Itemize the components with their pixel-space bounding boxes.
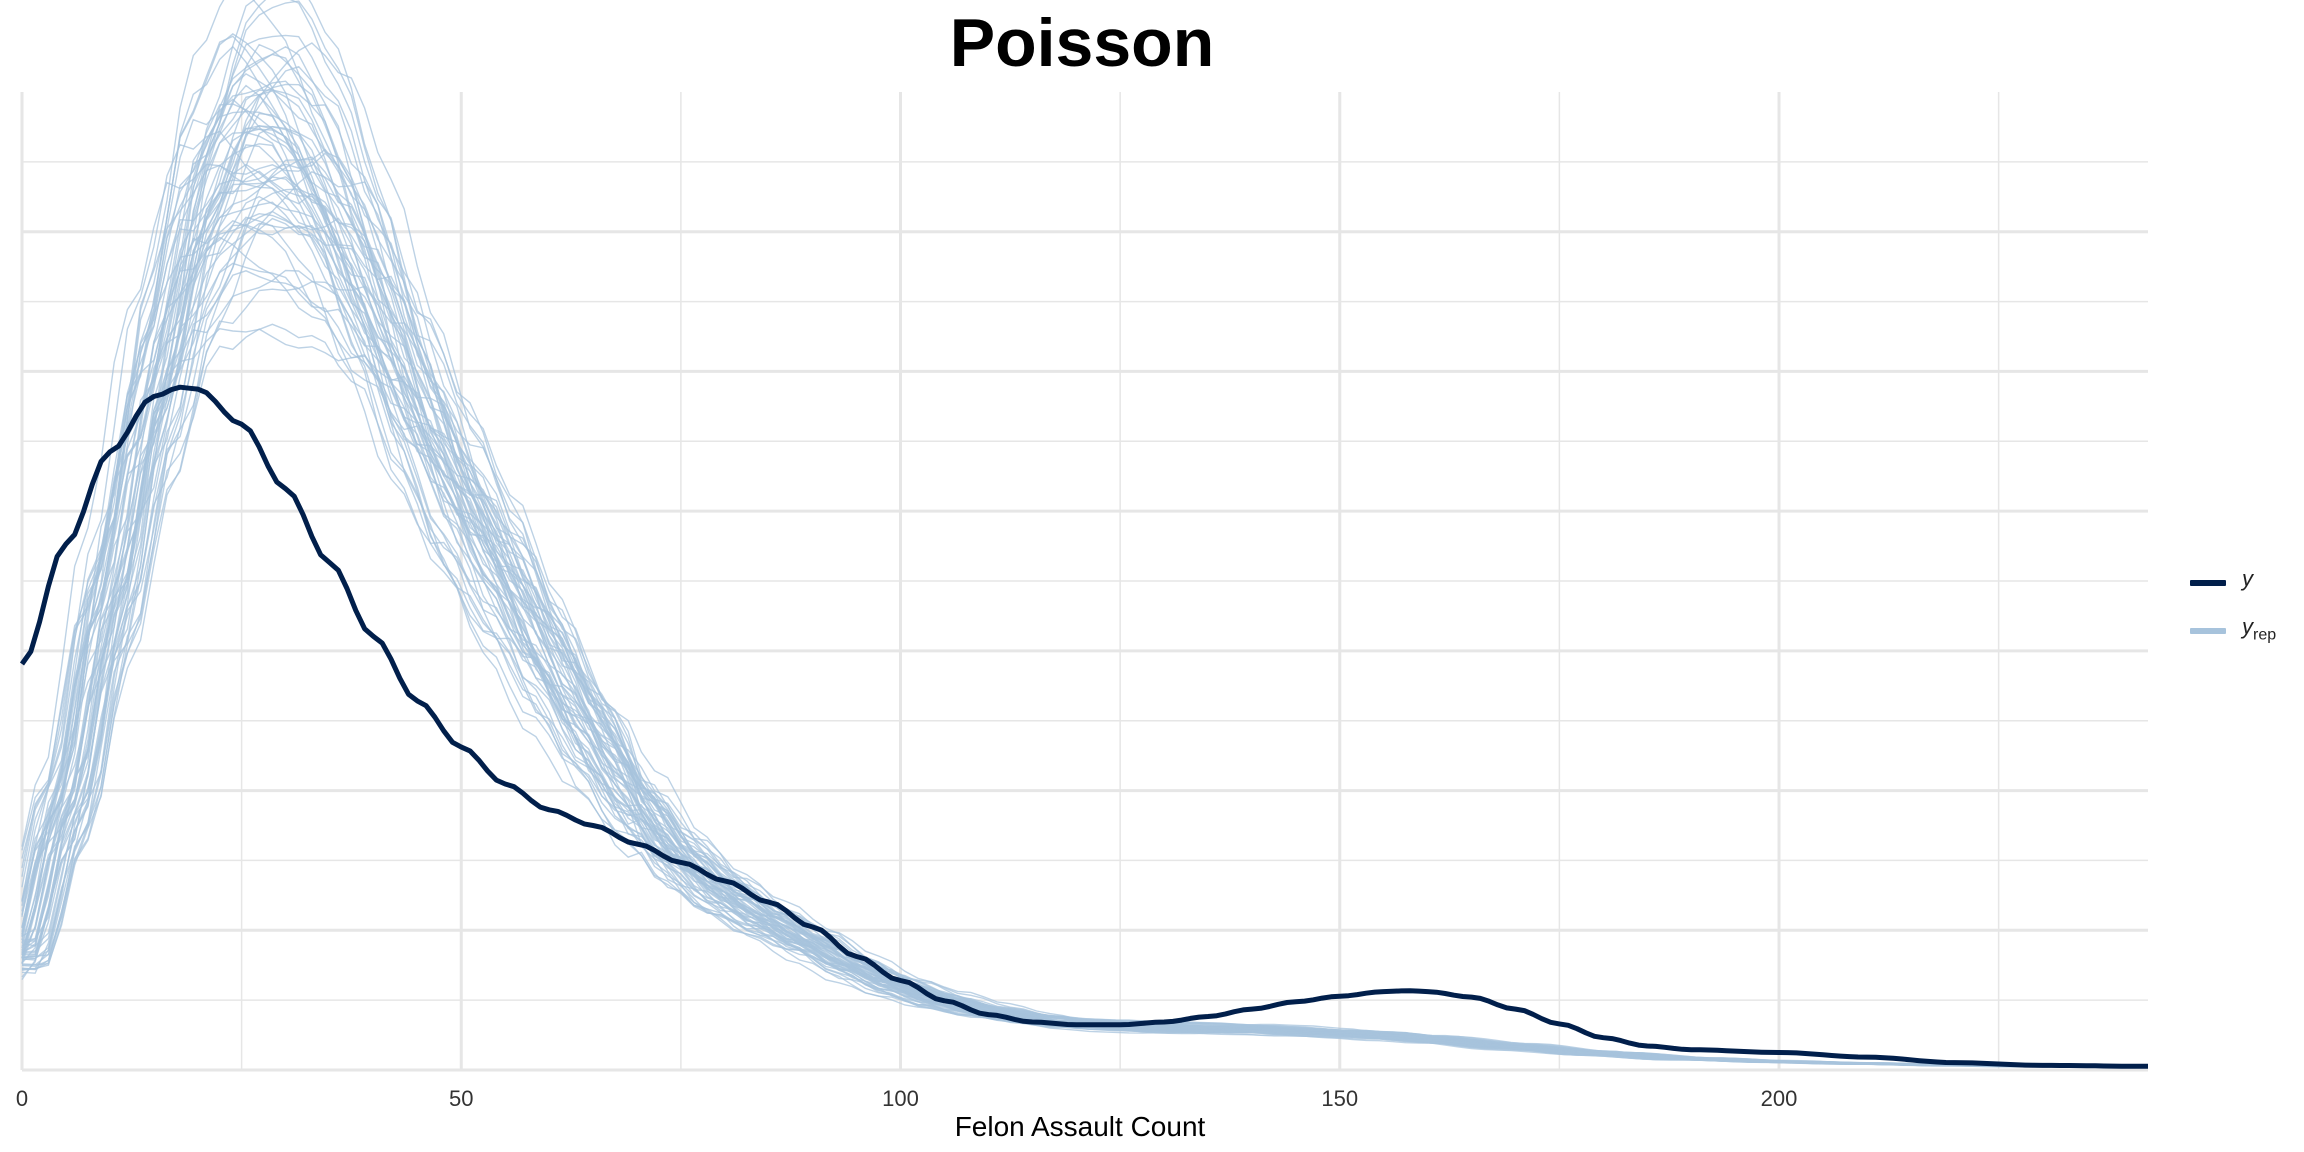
yrep-line [21, 328, 2144, 1068]
yrep-line [21, 188, 2144, 1068]
yrep-line [21, 281, 2144, 1068]
yrep-line [21, 222, 2144, 1068]
yrep-line [21, 33, 2144, 1068]
x-axis-ticks: 0 50 100 150 200 [16, 1086, 1798, 1111]
legend: y yrep [2180, 562, 2290, 658]
yrep-line [21, 262, 2144, 1069]
x-tick-label: 0 [16, 1086, 28, 1111]
yrep-line [21, 270, 2144, 1068]
yrep-line [21, 42, 2144, 1068]
x-tick-label: 50 [449, 1086, 473, 1111]
y-series [19, 384, 2148, 1069]
yrep-line [21, 224, 2144, 1069]
yrep-line [21, 212, 2144, 1068]
yrep-line [21, 269, 2144, 1069]
yrep-line [21, 65, 2144, 1068]
yrep-line [21, 195, 2144, 1069]
x-tick-label: 200 [1761, 1086, 1798, 1111]
x-tick-label: 150 [1321, 1086, 1358, 1111]
yrep-line [21, 170, 2144, 1068]
x-tick-label: 100 [882, 1086, 919, 1111]
yrep-line [21, 103, 2144, 1068]
legend-label-yrep: yrep [2242, 614, 2277, 644]
yrep-line [21, 34, 2144, 1068]
legend-item-y: y [2180, 562, 2290, 610]
legend-label-y: y [2242, 566, 2253, 591]
yrep-line [21, 0, 2144, 1068]
legend-swatch-yrep [2190, 628, 2226, 634]
chart-title: Poisson [949, 5, 1215, 81]
yrep-line [21, 53, 2144, 1068]
yrep-series [21, 0, 2144, 1069]
yrep-line [21, 35, 2144, 1068]
yrep-line [21, 323, 2144, 1068]
grid-lines [20, 92, 2148, 1072]
legend-item-yrep: yrep [2180, 610, 2290, 658]
yrep-line [21, 210, 2144, 1068]
yrep-line [21, 170, 2144, 1068]
yrep-line [21, 43, 2144, 1068]
legend-swatch-y [2190, 580, 2226, 586]
x-axis-label: Felon Assault Count [955, 1111, 1206, 1142]
y-line [19, 384, 2148, 1069]
